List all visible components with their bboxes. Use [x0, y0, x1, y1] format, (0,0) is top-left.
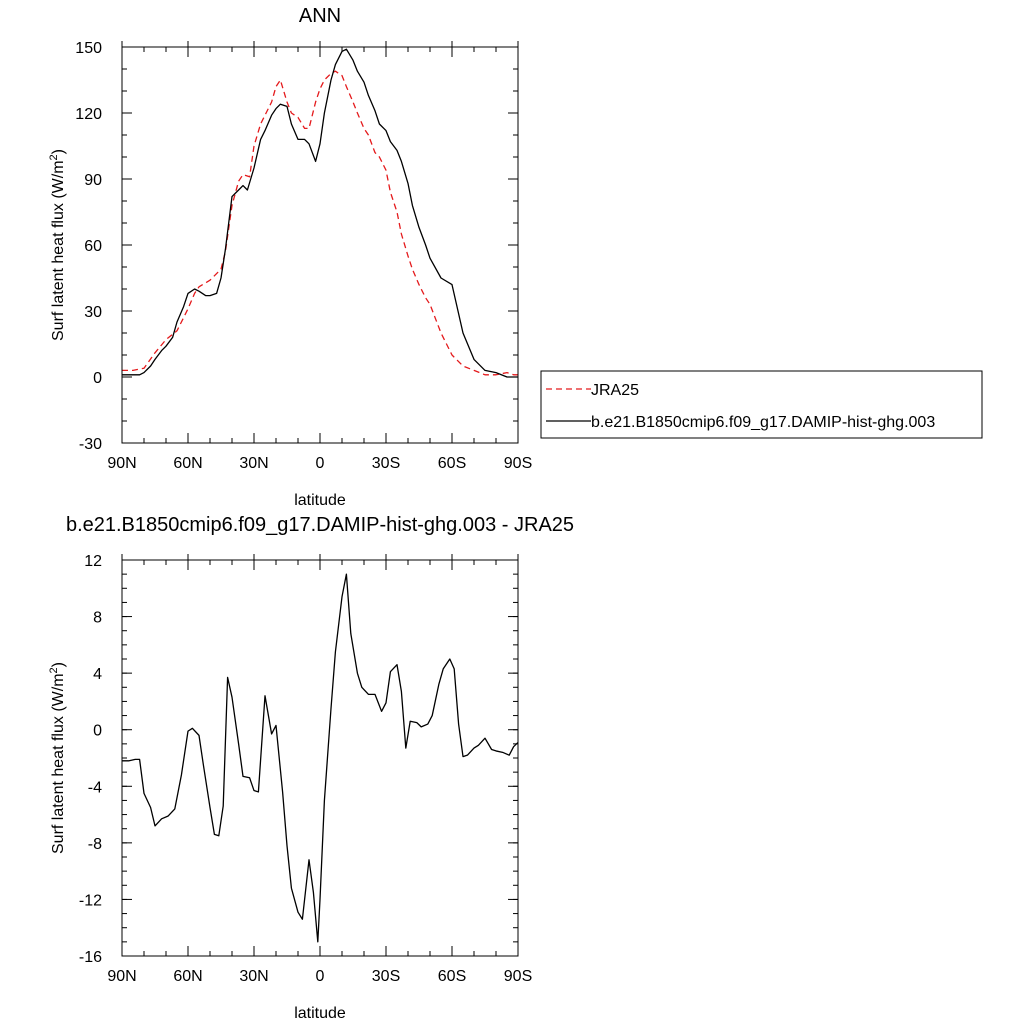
bottom-y-axis-label: Surf latent heat flux (W/m2) [48, 662, 67, 854]
panel-top: ANN 90N 60N 30N 0 30S 60S 90S-300306090120150 … [48, 5, 983, 509]
x-tick-label: 0 [316, 455, 325, 472]
bottom-x-axis-label: latitude [294, 1005, 346, 1022]
y-tick-label: 120 [75, 106, 102, 123]
x-tick-label: 90S [504, 968, 532, 985]
x-tick-label: 30N [239, 968, 268, 985]
x-tick-label: 60S [438, 968, 466, 985]
y-tick-label: -4 [88, 779, 102, 796]
y-tick-label: 30 [84, 304, 102, 321]
bottom-plot-area [122, 573, 519, 943]
y-tick-label: 8 [93, 610, 102, 627]
x-tick-label: 60N [173, 968, 202, 985]
legend-label-jra25: JRA25 [591, 382, 639, 399]
top-axis-ticks: 90N 60N 30N 0 30S 60S 90S -30 0 30 60 90 120 150 [75, 40, 532, 472]
y-tick-label: 4 [93, 666, 102, 683]
y-tick-label: 12 [84, 553, 102, 570]
x-tick-label: 30N [239, 455, 268, 472]
bottom-y-axis-label-superscript: 2 [48, 667, 60, 673]
top-y-axis-label-main: Surf latent heat flux (W/m [50, 160, 67, 341]
legend-label-model: b.e21.B1850cmip6.f09_g17.DAMIP-hist-ghg.… [591, 414, 935, 431]
x-tick-label: 30S [372, 968, 400, 985]
top-x-axis-label: latitude [294, 492, 346, 509]
x-tick-label: 0 [316, 968, 325, 985]
top-y-axis-label-close: ) [50, 149, 67, 154]
x-tick-label: 90S [504, 455, 532, 472]
bottom-y-axis-label-main: Surf latent heat flux (W/m [50, 673, 67, 854]
top-chart-title: ANN [299, 5, 341, 27]
y-tick-label: 150 [75, 40, 102, 57]
top-series-line-1 [122, 48, 518, 378]
x-tick-label: 60S [438, 455, 466, 472]
top-series-line-0 [122, 70, 518, 376]
panel-bottom: b.e21.B1850cmip6.f09_g17.DAMIP-hist-ghg.… [48, 514, 574, 1022]
y-tick-label: 90 [84, 172, 102, 189]
top-y-axis-label-superscript: 2 [48, 154, 60, 160]
x-tick-label: 90N [107, 968, 136, 985]
top-y-axis-label: Surf latent heat flux (W/m2) [48, 149, 67, 341]
y-tick-label: -30 [79, 436, 102, 453]
bottom-series-line-0 [122, 573, 519, 943]
x-tick-label: 90N [107, 455, 136, 472]
y-tick-label: -12 [79, 892, 102, 909]
top-plot-area [122, 48, 518, 378]
bottom-y-axis-label-close: ) [50, 662, 67, 667]
x-tick-label: 60N [173, 455, 202, 472]
legend-box [540, 370, 983, 439]
bottom-chart-title: b.e21.B1850cmip6.f09_g17.DAMIP-hist-ghg.… [66, 514, 574, 536]
y-tick-label: 60 [84, 238, 102, 255]
y-tick-label: 0 [93, 723, 102, 740]
x-tick-label: 30S [372, 455, 400, 472]
y-tick-label: 0 [93, 370, 102, 387]
y-tick-label: -8 [88, 836, 102, 853]
bottom-axis-ticks: 90N 60N 30N 0 30S 60S 90S -16 -12 -8 -4 0 4 8 12 [79, 553, 532, 985]
top-legend: JRA25 b.e21.B1850cmip6.f09_g17.DAMIP-his… [540, 370, 983, 439]
y-tick-label: -16 [79, 949, 102, 966]
